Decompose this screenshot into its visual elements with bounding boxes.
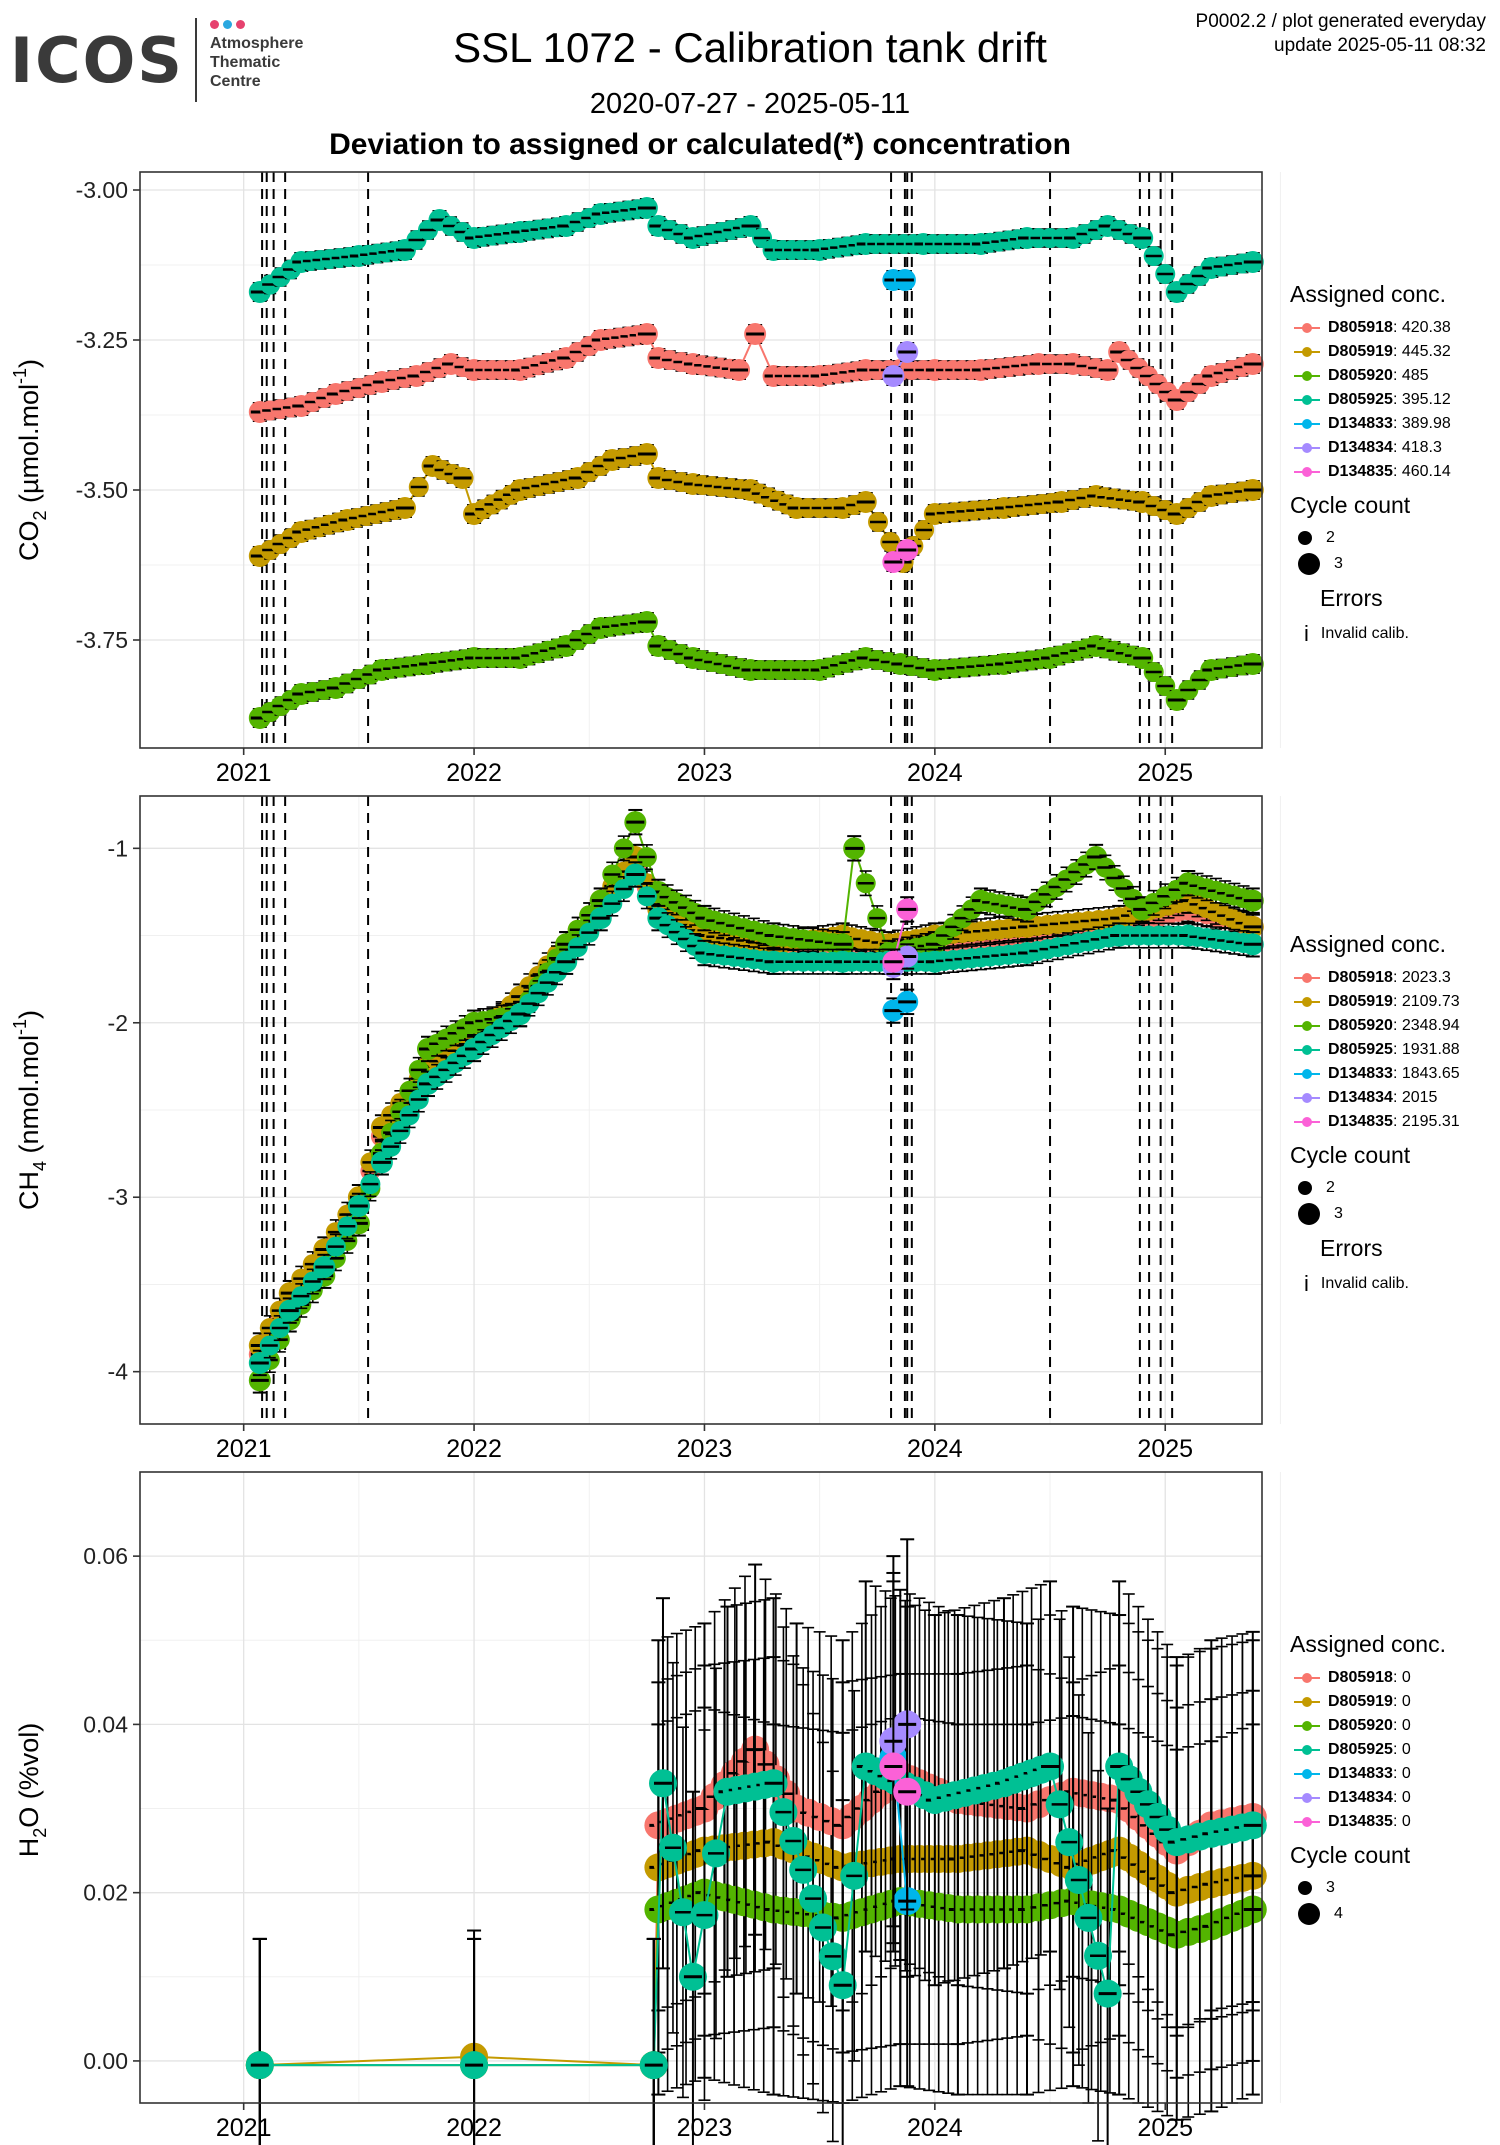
logo-separator (195, 18, 197, 102)
y-tick-label: -3.50 (76, 477, 128, 503)
x-tick-label: 2023 (677, 759, 733, 787)
y-axis-label: CH4 (nmol.mol-1) (10, 1010, 50, 1210)
y-tick-label: -1 (108, 835, 128, 861)
x-tick-label: 2025 (1137, 759, 1193, 787)
x-tick-label: 2021 (216, 1435, 272, 1463)
x-tick-label: 2025 (1137, 1435, 1193, 1463)
y-tick-label: -4 (108, 1359, 129, 1385)
y-tick-label: -3 (108, 1184, 128, 1210)
y-axis-label: CO2 (µmol.mol-1) (10, 359, 50, 561)
x-tick-label: 2022 (446, 1435, 502, 1463)
page-title: SSL 1072 - Calibration tank drift (453, 24, 1047, 71)
icos-logo: ICOS Atmosphere Thematic Centre (10, 14, 330, 104)
chart-panel-co2: -3.00 -3.25 -3.50 -3.75 2021 2022 2023 2024 2025… (10, 171, 1281, 787)
y-tick-label: -3.25 (76, 327, 128, 353)
date-range: 2020-07-27 - 2025-05-11 (589, 88, 911, 120)
x-tick-label: 2024 (907, 759, 963, 787)
panel-border (139, 171, 1263, 749)
x-tick-label: 2021 (216, 759, 272, 787)
x-tick-label: 2024 (907, 1435, 963, 1463)
logo-dots-icon (210, 16, 249, 34)
update-timestamp: update 2025-05-11 08:32 (1274, 35, 1486, 56)
y-tick-label: -2 (108, 1010, 128, 1036)
plot-id: P0002.2 / plot generated everyday (1195, 11, 1486, 32)
y-tick-label: -3.75 (76, 627, 128, 653)
chart-subtitle: Deviation to assigned or calculated(*) c… (329, 128, 1071, 161)
x-tick-label: 2022 (446, 759, 502, 787)
chart-panel-ch4: -1 -2 -3 -4 2021 2022 2023 2024 2025 CH4 (nmol.mo… (10, 795, 1281, 1463)
x-tick-label: 2023 (677, 1435, 733, 1463)
logo-subtitle: Atmosphere Thematic Centre (210, 35, 304, 90)
panel-border (139, 795, 1263, 1425)
logo-wordmark: ICOS (10, 24, 184, 97)
generation-info: P0002.2 / plot generated everyday update… (1196, 10, 1486, 58)
y-tick-label: -3.00 (76, 177, 128, 203)
